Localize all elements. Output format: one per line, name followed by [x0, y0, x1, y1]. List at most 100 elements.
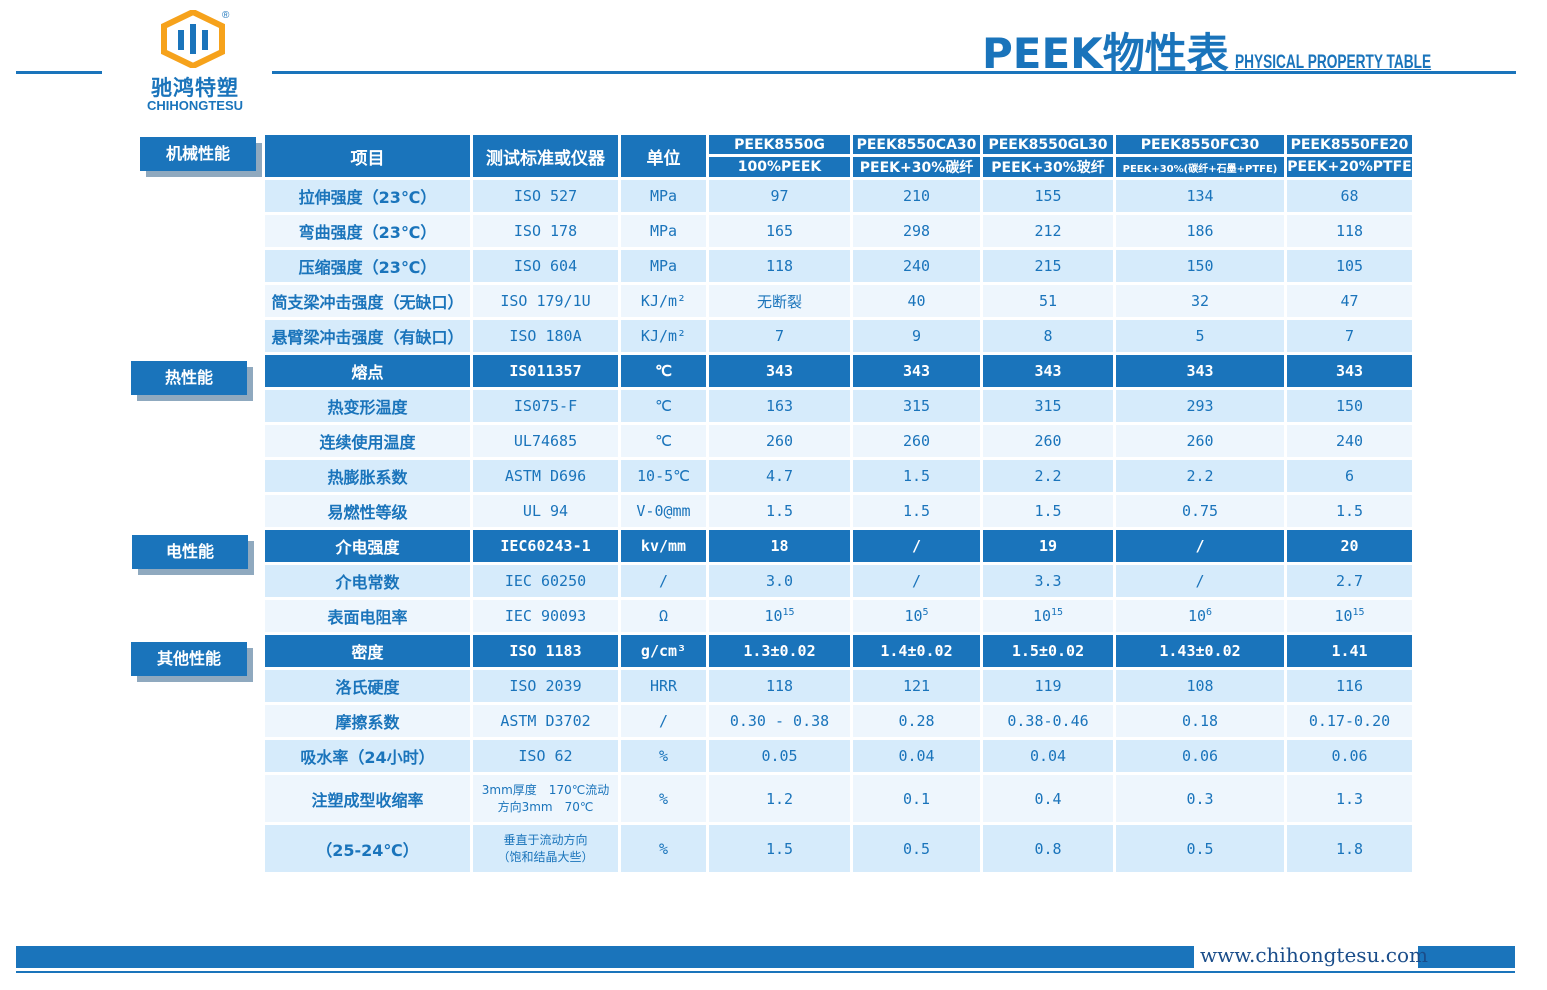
property-value: 105: [1287, 250, 1412, 282]
test-standard-line: 垂直于流动方向: [503, 832, 588, 847]
property-value: 343: [709, 355, 850, 387]
registered-mark: ®: [222, 10, 230, 21]
unit: /: [621, 705, 706, 737]
property-value: 1.5: [709, 495, 850, 527]
grade-model: PEEK8550CA30: [853, 135, 980, 154]
property-value: 40: [853, 285, 980, 317]
category-mechanical: 机械性能: [140, 137, 256, 171]
header-rule-right: [272, 71, 1516, 74]
property-value: 1.3: [1287, 775, 1412, 822]
property-value: 0.06: [1116, 740, 1284, 772]
test-standard: ISO 62: [473, 740, 618, 772]
test-standard: ASTM D696: [473, 460, 618, 492]
unit: HRR: [621, 670, 706, 702]
property-value: 4.7: [709, 460, 850, 492]
property-value: 315: [983, 390, 1113, 422]
property-value: 0.05: [709, 740, 850, 772]
property-value: 1015: [983, 600, 1113, 632]
footer-bar: [16, 946, 1194, 968]
property-name: 摩擦系数: [265, 705, 470, 737]
property-name: 热膨胀系数: [265, 460, 470, 492]
unit: 10-5℃: [621, 460, 706, 492]
property-value: 1.4±0.02: [853, 635, 980, 667]
test-standard: ISO 178: [473, 215, 618, 247]
property-value: 1.2: [709, 775, 850, 822]
property-value: 134: [1116, 180, 1284, 212]
property-value: 298: [853, 215, 980, 247]
property-value: 1.43±0.02: [1116, 635, 1284, 667]
brand-name-en: CHIHONGTESU: [146, 98, 244, 113]
grade-model: PEEK8550FC30: [1116, 135, 1284, 154]
grade-model: PEEK8550GL30: [983, 135, 1113, 154]
property-value: 121: [853, 670, 980, 702]
property-value: 7: [709, 320, 850, 352]
unit: %: [621, 775, 706, 822]
property-name: 热变形温度: [265, 390, 470, 422]
test-standard: ISO 179/1U: [473, 285, 618, 317]
property-value: 无断裂: [709, 285, 850, 317]
property-value: 343: [1116, 355, 1284, 387]
table-row: 连续使用温度 UL74685 ℃ 260 260 260 260 240: [265, 425, 1412, 457]
property-value: 2.7: [1287, 565, 1412, 597]
property-value: 0.1: [853, 775, 980, 822]
title-main: PEEK物性表: [982, 29, 1229, 78]
property-value: 118: [709, 250, 850, 282]
property-value: 3.0: [709, 565, 850, 597]
table-row: 吸水率（24小时） ISO 62% 0.05 0.04 0.04 0.06 0.06: [265, 740, 1412, 772]
header-item: 项目: [265, 135, 470, 177]
property-name: 洛氏硬度: [265, 670, 470, 702]
property-value: 1.5: [1287, 495, 1412, 527]
property-name: 简支梁冲击强度（无缺口）: [265, 285, 470, 317]
property-value: 212: [983, 215, 1113, 247]
table-row: 拉伸强度（23℃） ISO 527 MPa 97 210 155 134 68: [265, 180, 1412, 212]
hexagon-logo-icon: [161, 10, 225, 68]
grade-model: PEEK8550FE20: [1287, 135, 1412, 154]
footer-bar-end: [1418, 946, 1515, 968]
property-value: 343: [1287, 355, 1412, 387]
table-header-subrow: 100%PEEK PEEK+30%碳纤 PEEK+30%玻纤 PEEK+30%(…: [265, 157, 1412, 177]
category-electrical: 电性能: [132, 535, 248, 569]
test-standard: ISO 2039: [473, 670, 618, 702]
property-value: 3.3: [983, 565, 1113, 597]
table-header-row: 项目 测试标准或仪器 单位 PEEK8550G PEEK8550CA30 PEE…: [265, 135, 1412, 177]
table-body: 项目 测试标准或仪器 单位 PEEK8550G PEEK8550CA30 PEE…: [265, 135, 1412, 872]
test-standard: UL 94: [473, 495, 618, 527]
unit: ℃: [621, 425, 706, 457]
unit: ℃: [621, 355, 706, 387]
brand-name-cn: 驰鸿特塑: [151, 76, 239, 100]
property-value: 260: [983, 425, 1113, 457]
property-name: 弯曲强度（23℃）: [265, 215, 470, 247]
table-row: 洛氏硬度 ISO 2039 HRR 118 121 119 108 116: [265, 670, 1412, 702]
property-name: 悬臂梁冲击强度（有缺口）: [265, 320, 470, 352]
property-value: 260: [853, 425, 980, 457]
property-value: 0.75: [1116, 495, 1284, 527]
grade-desc: PEEK+30%碳纤: [853, 157, 980, 177]
property-value: 9: [853, 320, 980, 352]
property-value: 20: [1287, 530, 1412, 562]
value-base: 10: [904, 607, 923, 625]
property-value: 1015: [709, 600, 850, 632]
table-row: 热变形温度 IS075-F ℃ 163 315 315 293 150: [265, 390, 1412, 422]
header-rule-left: [16, 71, 102, 74]
footer-rule: [16, 971, 1515, 973]
unit: %: [621, 825, 706, 872]
test-standard-line: 方向3mm 70℃: [497, 799, 594, 814]
header-standard: 测试标准或仪器: [473, 135, 618, 177]
property-value: 343: [853, 355, 980, 387]
test-standard: ISO 180A: [473, 320, 618, 352]
test-standard: ISO 604: [473, 250, 618, 282]
property-name: 表面电阻率: [265, 600, 470, 632]
property-value: 0.04: [983, 740, 1113, 772]
property-value: 0.5: [1116, 825, 1284, 872]
property-value: /: [853, 530, 980, 562]
table-row: 密度 ISO 1183 g/cm³ 1.3±0.02 1.4±0.02 1.5±0.02 1…: [265, 635, 1412, 667]
property-value: 186: [1116, 215, 1284, 247]
footer-website-link[interactable]: www.chihongtesu.com: [1200, 943, 1429, 967]
value-exponent: 15: [782, 607, 795, 618]
property-value: 0.3: [1116, 775, 1284, 822]
value-exponent: 5: [922, 607, 929, 618]
property-name: 连续使用温度: [265, 425, 470, 457]
property-value: 2.2: [983, 460, 1113, 492]
category-thermal: 热性能: [131, 361, 247, 395]
property-value: 119: [983, 670, 1113, 702]
